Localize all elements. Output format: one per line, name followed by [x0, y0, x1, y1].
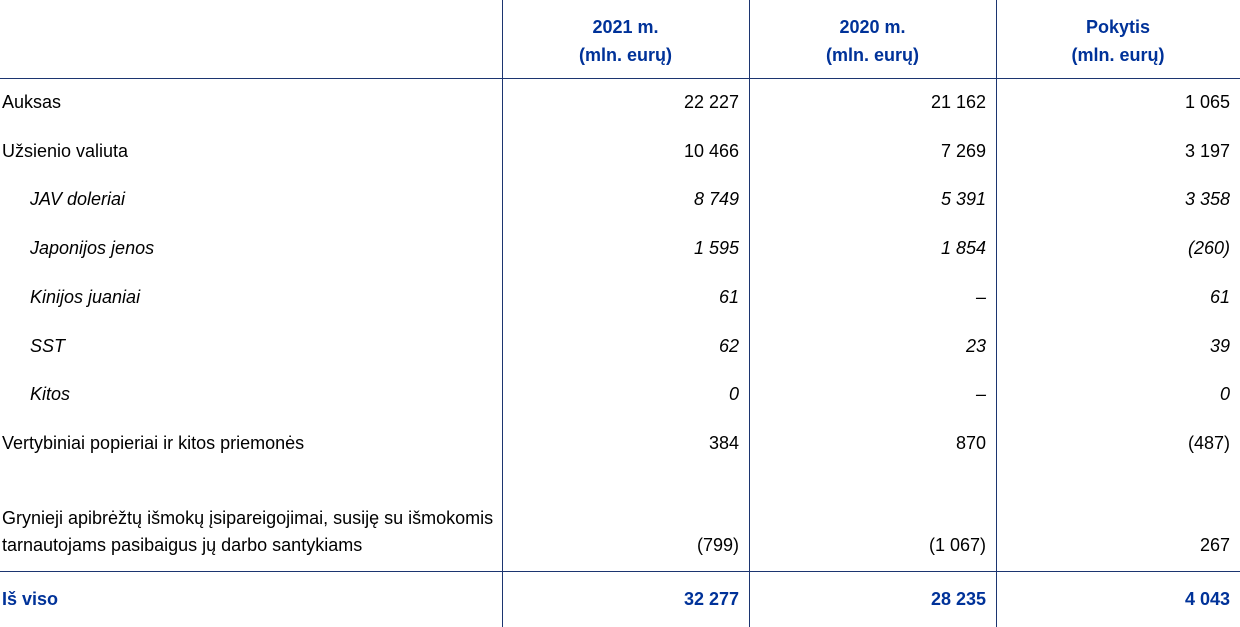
row-label: Auksas [2, 91, 62, 112]
total-rule [0, 571, 1240, 572]
row-value: 3 358 [1184, 189, 1230, 210]
header-line: (mln. eurų) [579, 45, 672, 65]
row-label: Kitos [30, 384, 71, 405]
row-value: 62 [718, 335, 739, 356]
column-divider [502, 0, 503, 627]
header-line: (mln. eurų) [1071, 45, 1165, 65]
row-label: Iš viso [2, 588, 59, 609]
column-divider [749, 0, 750, 627]
row-value: 32 277 [683, 588, 739, 609]
row-value: 39 [1209, 335, 1230, 356]
row-label: Kinijos juaniai [30, 286, 141, 307]
row-value: 8 749 [693, 189, 739, 210]
row-value: 21 162 [930, 91, 986, 112]
column-header: Pokytis (mln. eurų) [996, 6, 1240, 76]
row-value: 384 [708, 433, 739, 454]
row-value: 1 065 [1184, 91, 1230, 112]
row-value: 5 391 [940, 189, 986, 210]
row-value: (799) [696, 535, 739, 555]
row-value: – [975, 286, 986, 307]
row-value: 0 [728, 384, 739, 405]
column-divider [996, 0, 997, 627]
header-line: Pokytis [1085, 17, 1151, 37]
header-line: 2021 m. [592, 17, 659, 37]
row-value: 3 197 [1184, 140, 1230, 161]
row-value: 1 595 [693, 238, 739, 259]
row-value: (487) [1187, 433, 1230, 454]
row-value: 28 235 [930, 588, 986, 609]
row-label: Vertybiniai popieriai ir kitos priemonės [2, 433, 305, 454]
row-value: (1 067) [928, 535, 986, 555]
row-value: – [975, 384, 986, 405]
column-header: 2020 m. (mln. eurų) [749, 6, 996, 76]
row-value: 23 [965, 335, 986, 356]
row-value: 61 [1209, 286, 1230, 307]
row-label: Grynieji apibrėžtų išmokų įsipareigojima… [2, 508, 494, 555]
row-label: Japonijos jenos [30, 238, 155, 259]
row-value: 61 [718, 286, 739, 307]
row-value: 870 [955, 433, 986, 454]
row-value: 7 269 [940, 140, 986, 161]
column-header: 2021 m. (mln. eurų) [502, 6, 749, 76]
row-value: 0 [1219, 384, 1230, 405]
row-value: 10 466 [683, 140, 739, 161]
row-label: Užsienio valiuta [2, 140, 129, 161]
row-label: SST [30, 335, 66, 356]
header-line: (mln. eurų) [826, 45, 919, 65]
row-value: 4 043 [1184, 588, 1230, 609]
row-value: 267 [1199, 535, 1230, 555]
row-label: JAV doleriai [30, 189, 126, 210]
header-rule [0, 78, 1240, 79]
row-value: (260) [1187, 238, 1230, 259]
row-value: 1 854 [940, 238, 986, 259]
row-value: 22 227 [683, 91, 739, 112]
header-line: 2020 m. [839, 17, 906, 37]
